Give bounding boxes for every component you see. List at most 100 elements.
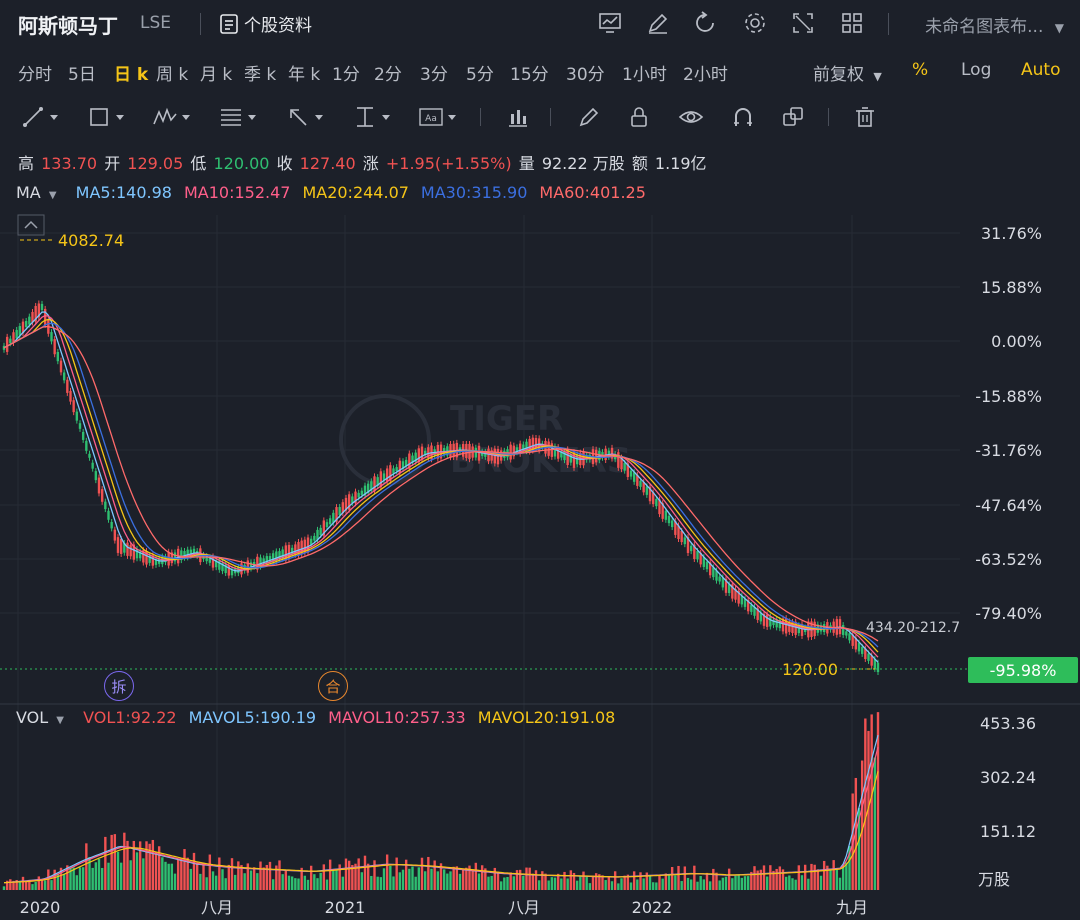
pattern-tool[interactable] — [152, 104, 190, 130]
volume-bar — [515, 870, 519, 890]
stock-profile-button[interactable]: 个股资料 — [220, 11, 312, 36]
candle-body — [674, 521, 677, 535]
high-label: 高 — [18, 154, 35, 173]
candle-body — [724, 578, 728, 593]
vol-indicator-select[interactable]: VOL ▼ — [16, 708, 69, 727]
watermark-logo — [339, 394, 431, 486]
period-tab[interactable]: 1分 — [332, 65, 360, 85]
candle-body — [104, 501, 107, 510]
chart-screen-icon[interactable] — [597, 10, 623, 36]
layout-select[interactable]: 未命名图表布... ▼ — [925, 12, 1064, 37]
candle-body — [56, 351, 60, 362]
watermark: BROKERS — [450, 441, 631, 481]
candle-body — [702, 557, 706, 567]
fullscreen-icon[interactable] — [790, 10, 816, 36]
volume-bar — [585, 876, 588, 890]
volume-bar — [370, 875, 373, 890]
refresh-icon[interactable] — [693, 10, 719, 36]
volume-bar — [373, 860, 376, 890]
candle-body — [116, 537, 120, 553]
auto-toggle[interactable]: Auto — [1021, 60, 1061, 80]
candle-body — [528, 438, 531, 452]
period-tab[interactable]: 5分 — [466, 65, 494, 85]
split-badge[interactable]: 拆 — [104, 671, 134, 701]
volume-bar — [360, 872, 364, 890]
volume-bar — [465, 867, 468, 890]
volume-bar — [632, 871, 636, 890]
candle-body — [750, 605, 753, 612]
candle-body — [490, 450, 493, 461]
ma-line — [3, 322, 879, 648]
volume-ma-line — [3, 734, 879, 884]
ma-legend-item: MA20:244.07 — [302, 183, 409, 202]
candle-body — [43, 308, 47, 325]
volume-bar — [750, 871, 753, 890]
volume-bar — [721, 877, 725, 890]
visibility-tool[interactable] — [678, 104, 704, 130]
candle-body — [88, 453, 91, 458]
volume-bar — [180, 858, 183, 890]
rectangle-tool[interactable] — [86, 104, 124, 130]
candle-body — [655, 498, 658, 507]
period-tab[interactable]: 1小时 — [622, 65, 667, 85]
candle-body — [651, 492, 655, 505]
volume-bar — [332, 870, 335, 890]
lock-tool[interactable] — [626, 104, 652, 130]
volume-bar — [56, 873, 60, 890]
edit-icon[interactable] — [645, 10, 671, 36]
merge-badge[interactable]: 合 — [318, 671, 348, 701]
adjust-select[interactable]: 前复权 ▼ — [813, 60, 882, 85]
period-tab[interactable]: 15分 — [510, 65, 549, 85]
volume-bar — [423, 871, 427, 890]
candle-body — [21, 321, 25, 334]
volume-bar — [43, 880, 47, 890]
candle-body — [788, 621, 791, 632]
price-range-tool[interactable] — [352, 104, 390, 130]
candle-body — [50, 332, 53, 342]
candle-body — [857, 642, 861, 652]
period-tab[interactable]: 季 k — [244, 65, 277, 85]
candle-body — [525, 441, 528, 452]
eye-icon — [678, 111, 704, 123]
delete-tool[interactable] — [852, 104, 878, 130]
volume-bar — [306, 879, 310, 890]
volume-bar — [75, 875, 79, 890]
low-value: 120.00 — [213, 154, 270, 173]
arrow-tool[interactable] — [285, 104, 323, 130]
brush-tool[interactable] — [576, 104, 602, 130]
volume-bar — [85, 843, 88, 890]
fibonacci-tool[interactable] — [218, 104, 256, 130]
period-tab[interactable]: 分时 — [18, 65, 52, 85]
volume-bar — [408, 868, 411, 890]
candle-body — [303, 539, 307, 553]
candle-body — [398, 460, 402, 474]
magnet-tool[interactable] — [730, 104, 756, 130]
period-tab[interactable]: 3分 — [420, 65, 448, 85]
trend-line-tool[interactable] — [20, 104, 58, 130]
price-chart[interactable]: 31.76% 15.88% 0.00% -15.88% -31.76% -47.64% -6… — [0, 208, 1080, 920]
candle-body — [186, 549, 189, 558]
text-tool[interactable]: Aa — [418, 104, 456, 130]
period-tab[interactable]: 日 k — [114, 65, 149, 85]
clone-tool[interactable] — [780, 104, 806, 130]
volume-bar — [259, 861, 262, 890]
percent-toggle[interactable]: % — [912, 60, 929, 80]
period-tab[interactable]: 2分 — [374, 65, 402, 85]
volume-bar — [59, 867, 63, 890]
grid-layout-icon[interactable] — [839, 10, 865, 36]
candle-body — [800, 624, 804, 636]
candle-body — [642, 482, 645, 493]
period-tab[interactable]: 月 k — [200, 65, 233, 85]
volume-bar — [227, 864, 231, 890]
period-tab[interactable]: 周 k — [156, 65, 189, 85]
candle-body — [623, 462, 626, 471]
period-tab[interactable]: 30分 — [566, 65, 605, 85]
indicator-tool[interactable] — [505, 104, 531, 130]
settings-gear-icon[interactable] — [742, 10, 768, 36]
period-tab[interactable]: 年 k — [288, 65, 321, 85]
period-tab[interactable]: 5日 — [68, 65, 96, 85]
volume-bar — [271, 879, 275, 890]
log-toggle[interactable]: Log — [961, 60, 992, 80]
ma-indicator-select[interactable]: MA ▼ — [16, 183, 62, 202]
period-tab[interactable]: 2小时 — [683, 65, 728, 85]
